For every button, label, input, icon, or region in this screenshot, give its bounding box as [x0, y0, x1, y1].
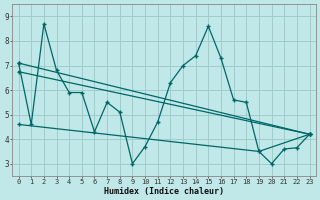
- X-axis label: Humidex (Indice chaleur): Humidex (Indice chaleur): [104, 187, 224, 196]
